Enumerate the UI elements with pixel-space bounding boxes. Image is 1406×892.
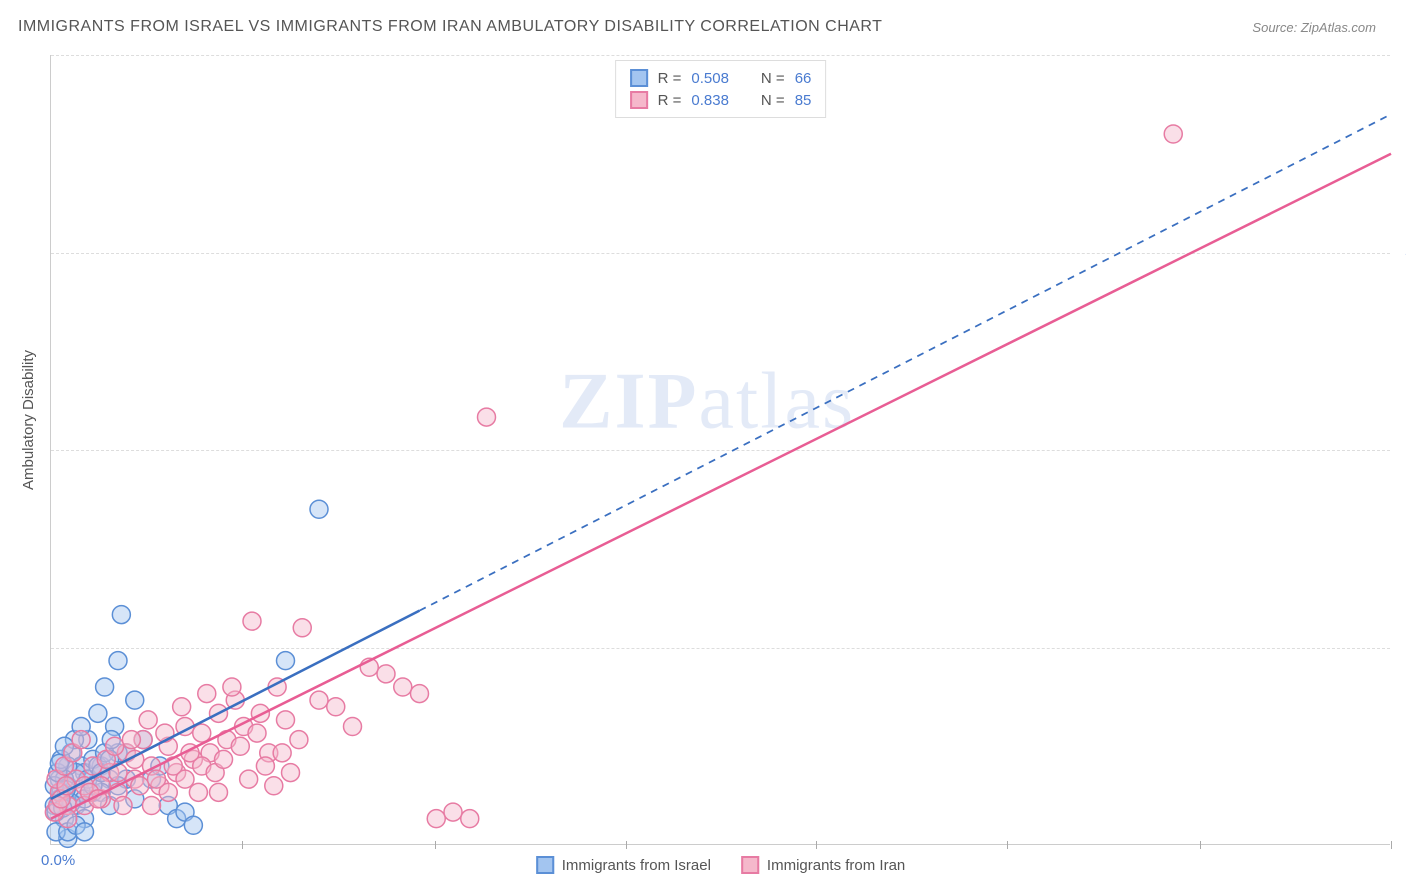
scatter-point [243,612,261,630]
scatter-point [184,816,202,834]
y-axis-label: Ambulatory Disability [20,350,37,490]
scatter-point [265,777,283,795]
scatter-point [411,685,429,703]
chart-title: IMMIGRANTS FROM ISRAEL VS IMMIGRANTS FRO… [18,18,882,36]
scatter-point [327,698,345,716]
scatter-point [251,704,269,722]
scatter-point [148,770,166,788]
scatter-point [248,724,266,742]
scatter-point [164,757,182,775]
legend-series: Immigrants from Israel Immigrants from I… [536,856,906,874]
scatter-point [76,823,94,841]
scatter-svg [51,55,1390,844]
x-tick [1391,841,1392,849]
source-label: Source: [1252,20,1297,35]
scatter-point [106,737,124,755]
chart-plot-area: ZIPatlas R = 0.508 N = 66 R = 0.838 N = … [50,55,1390,845]
scatter-point [96,678,114,696]
scatter-point [310,691,328,709]
scatter-point [277,652,295,670]
scatter-point [131,777,149,795]
regression-line-solid [51,611,420,799]
scatter-point [126,691,144,709]
source-value: ZipAtlas.com [1301,20,1376,35]
scatter-point [114,797,132,815]
regression-line-solid [51,154,1391,819]
r-value-iran: 0.838 [691,92,729,109]
scatter-point [173,698,191,716]
legend-row-israel: R = 0.508 N = 66 [630,67,812,89]
scatter-point [461,810,479,828]
scatter-point [143,797,161,815]
scatter-point [344,718,362,736]
legend-row-iran: R = 0.838 N = 85 [630,89,812,111]
legend-item-iran: Immigrants from Iran [741,856,905,874]
scatter-point [122,731,140,749]
source-attribution: Source: ZipAtlas.com [1252,20,1376,35]
swatch-israel-icon [536,856,554,874]
scatter-point [290,731,308,749]
scatter-point [109,652,127,670]
scatter-point [427,810,445,828]
r-label: R = [658,70,682,87]
scatter-point [210,783,228,801]
scatter-point [256,757,274,775]
n-value-iran: 85 [795,92,812,109]
swatch-israel [630,69,648,87]
scatter-point [223,678,241,696]
r-label: R = [658,92,682,109]
legend-label-iran: Immigrants from Iran [767,857,905,874]
scatter-point [231,737,249,755]
scatter-point [277,711,295,729]
scatter-point [1164,125,1182,143]
r-value-israel: 0.508 [691,70,729,87]
scatter-point [240,770,258,788]
scatter-point [89,704,107,722]
scatter-point [72,731,90,749]
scatter-point [394,678,412,696]
scatter-point [293,619,311,637]
scatter-point [139,711,157,729]
scatter-point [444,803,462,821]
swatch-iran [630,91,648,109]
n-value-israel: 66 [795,70,812,87]
scatter-point [273,744,291,762]
legend-label-israel: Immigrants from Israel [562,857,711,874]
scatter-point [198,685,216,703]
scatter-point [282,764,300,782]
regression-line-dashed [420,114,1392,610]
scatter-point [377,665,395,683]
n-label: N = [761,70,785,87]
scatter-point [189,783,207,801]
swatch-iran-icon [741,856,759,874]
legend-item-israel: Immigrants from Israel [536,856,711,874]
legend-correlation-box: R = 0.508 N = 66 R = 0.838 N = 85 [615,60,827,118]
x-axis-origin-label: 0.0% [41,852,75,869]
scatter-point [478,408,496,426]
scatter-point [112,606,130,624]
scatter-point [215,750,233,768]
n-label: N = [761,92,785,109]
scatter-point [310,500,328,518]
